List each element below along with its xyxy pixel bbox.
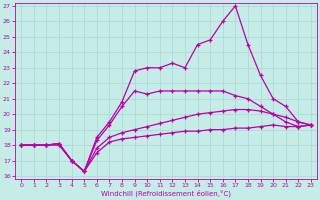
X-axis label: Windchill (Refroidissement éolien,°C): Windchill (Refroidissement éolien,°C) [101, 190, 231, 197]
